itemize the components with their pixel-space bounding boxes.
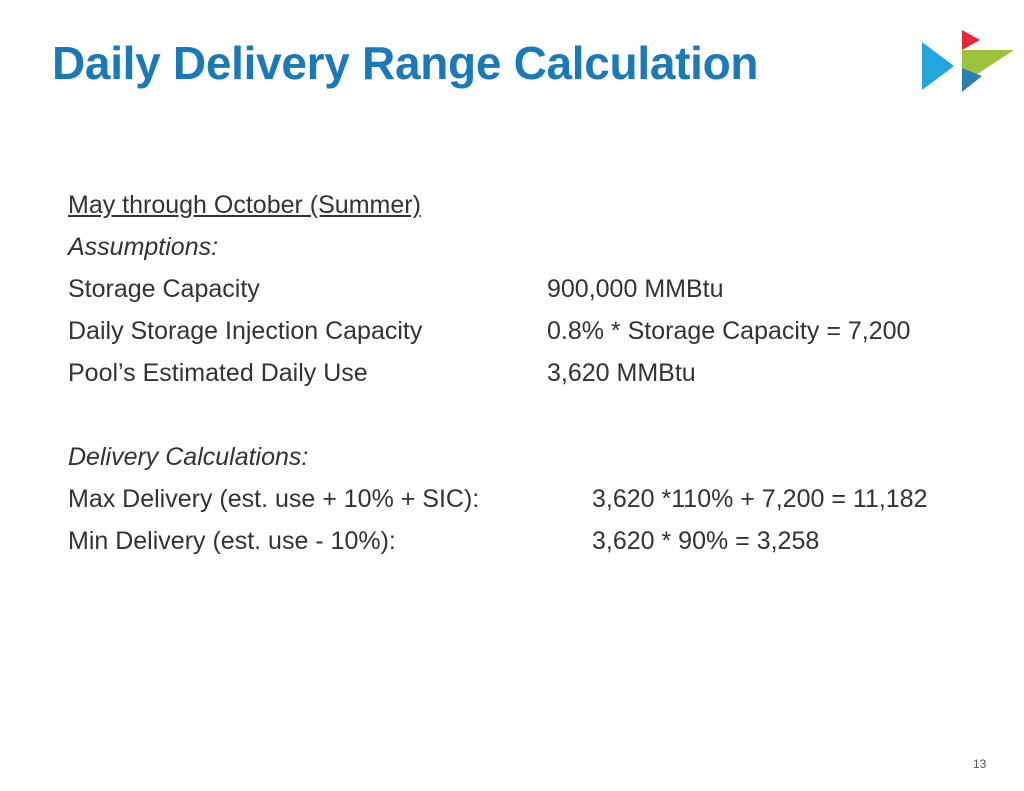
section-heading-row: May through October (Summer): [68, 184, 998, 226]
delivery-label: Min Delivery (est. use - 10%):: [68, 527, 396, 555]
delivery-row: Min Delivery (est. use - 10%): 3,620 * 9…: [68, 520, 998, 562]
slide-body: May through October (Summer) Assumptions…: [68, 184, 998, 562]
logo-blue-triangle: [922, 42, 954, 90]
section-heading: May through October (Summer): [68, 191, 421, 219]
logo-teal-triangle: [962, 68, 982, 92]
slide-title: Daily Delivery Range Calculation: [52, 37, 759, 89]
assumption-label: Pool’s Estimated Daily Use: [68, 359, 368, 387]
delivery-value: 3,620 *110% + 7,200 = 11,182: [592, 485, 928, 513]
assumption-row: Daily Storage Injection Capacity 0.8% * …: [68, 310, 998, 352]
delivery-row: Max Delivery (est. use + 10% + SIC): 3,6…: [68, 478, 998, 520]
assumption-value: 0.8% * Storage Capacity = 7,200: [547, 317, 911, 345]
assumptions-heading: Assumptions:: [68, 233, 219, 261]
assumption-row: Pool’s Estimated Daily Use 3,620 MMBtu: [68, 352, 998, 394]
delivery-heading-row: Delivery Calculations:: [68, 436, 998, 478]
delivery-label: Max Delivery (est. use + 10% + SIC):: [68, 485, 480, 513]
assumptions-heading-row: Assumptions:: [68, 226, 998, 268]
delivery-heading: Delivery Calculations:: [68, 443, 309, 471]
page-number: 13: [973, 757, 987, 771]
assumption-row: Storage Capacity 900,000 MMBtu: [68, 268, 998, 310]
assumption-label: Daily Storage Injection Capacity: [68, 317, 423, 345]
delivery-value: 3,620 * 90% = 3,258: [592, 527, 820, 555]
logo-red-triangle: [962, 30, 980, 50]
spacer: [68, 394, 998, 436]
assumption-label: Storage Capacity: [68, 275, 260, 303]
assumption-value: 900,000 MMBtu: [547, 275, 724, 303]
assumption-value: 3,620 MMBtu: [547, 359, 696, 387]
brand-arrows-icon: [922, 30, 1014, 92]
